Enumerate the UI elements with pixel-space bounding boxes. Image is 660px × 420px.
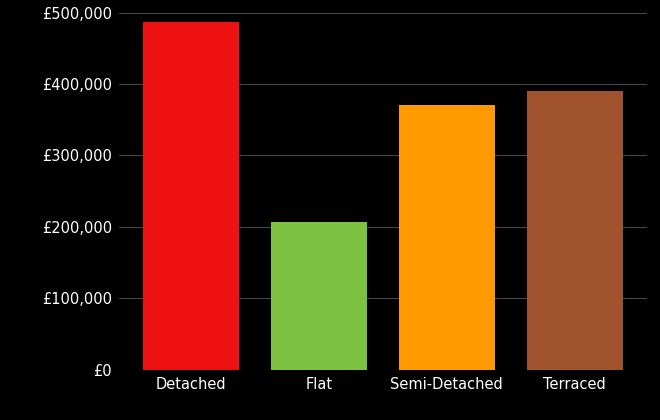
Bar <box>143 22 239 370</box>
Bar <box>271 222 367 370</box>
Bar <box>527 91 623 370</box>
Bar <box>399 105 495 370</box>
